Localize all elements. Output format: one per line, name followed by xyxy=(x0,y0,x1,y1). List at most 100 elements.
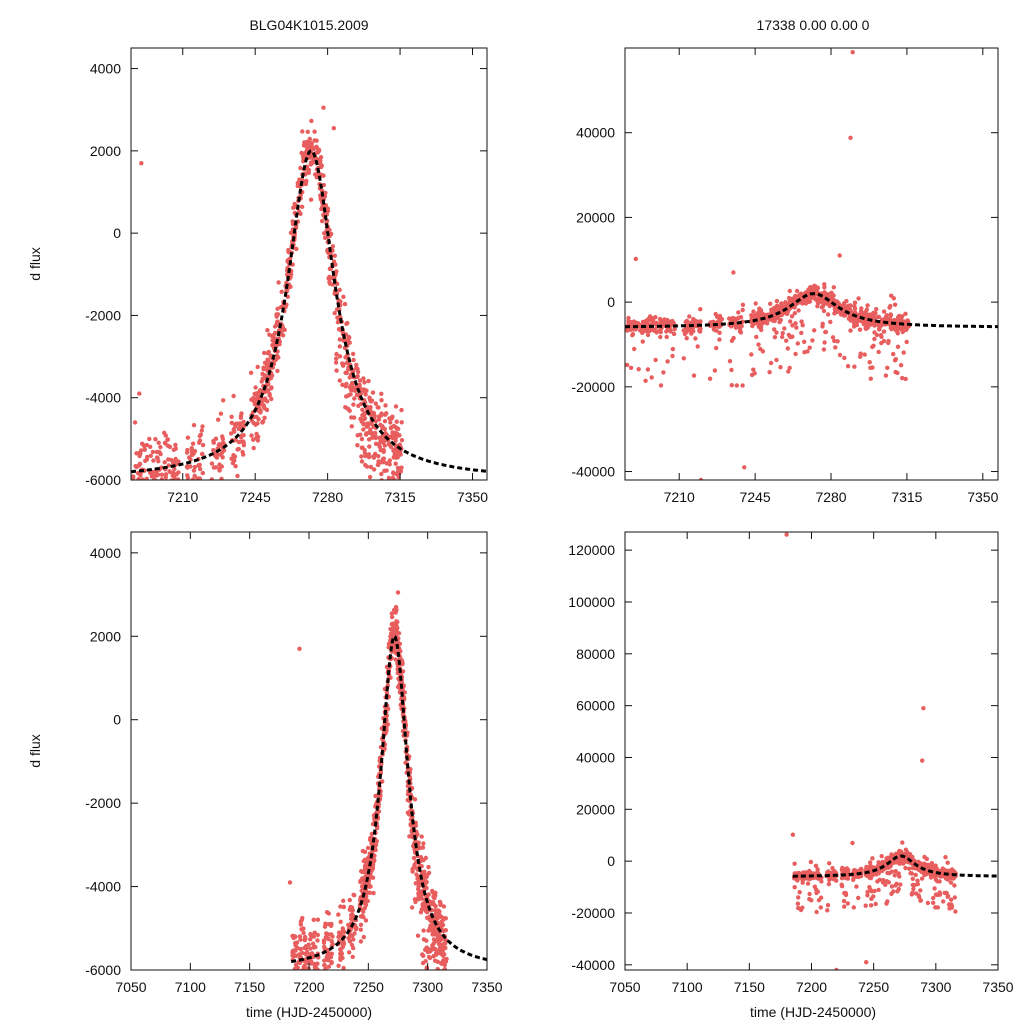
y-tick-label: 2000 xyxy=(90,143,121,159)
data-point xyxy=(868,868,873,873)
data-point xyxy=(442,962,447,968)
data-point xyxy=(375,405,380,410)
data-point xyxy=(910,854,915,860)
data-point xyxy=(211,438,216,444)
data-point xyxy=(888,312,893,317)
data-point xyxy=(229,431,234,436)
data-point xyxy=(872,315,877,320)
data-point xyxy=(693,336,698,341)
data-point xyxy=(290,953,295,958)
data-point xyxy=(217,462,222,467)
data-point xyxy=(265,364,270,369)
data-point xyxy=(811,288,816,294)
data-point xyxy=(383,431,388,436)
data-point xyxy=(269,396,274,402)
data-point xyxy=(784,338,789,343)
data-point xyxy=(643,378,648,383)
data-point xyxy=(671,331,677,337)
data-point xyxy=(868,903,874,908)
data-point xyxy=(323,967,328,970)
data-point xyxy=(879,340,884,346)
data-point xyxy=(164,481,168,485)
data-point xyxy=(159,503,163,507)
data-point xyxy=(391,455,396,460)
data-point xyxy=(393,461,398,466)
data-point xyxy=(430,1001,434,1005)
data-point xyxy=(654,330,659,335)
y-tick-label: 20000 xyxy=(576,209,615,225)
data-point xyxy=(379,398,384,403)
data-point xyxy=(163,433,168,438)
data-point xyxy=(325,974,329,978)
data-point xyxy=(432,895,437,901)
data-point xyxy=(338,933,344,938)
data-point xyxy=(830,335,836,340)
data-point xyxy=(898,363,904,368)
data-point xyxy=(165,437,171,442)
data-point xyxy=(758,324,764,330)
data-point xyxy=(845,901,850,906)
data-point xyxy=(361,858,366,864)
data-point xyxy=(809,898,814,903)
data-point xyxy=(379,411,384,416)
data-point xyxy=(172,475,177,480)
data-point xyxy=(749,372,755,378)
data-point xyxy=(370,390,376,395)
data-point xyxy=(162,460,167,465)
data-point xyxy=(395,465,401,471)
data-point xyxy=(341,929,347,935)
data-point xyxy=(792,305,797,310)
data-point xyxy=(402,690,407,695)
data-point xyxy=(795,901,801,906)
data-point xyxy=(338,971,342,975)
data-point xyxy=(424,902,429,907)
data-point xyxy=(346,334,351,340)
data-point xyxy=(853,868,858,874)
data-point xyxy=(871,322,876,327)
data-point xyxy=(221,398,226,403)
data-point xyxy=(671,320,676,326)
data-point xyxy=(823,329,828,335)
data-point xyxy=(952,883,957,888)
data-point xyxy=(945,893,951,899)
data-point xyxy=(255,438,261,443)
data-point xyxy=(948,880,954,885)
data-point xyxy=(343,345,348,351)
data-point xyxy=(301,930,306,936)
data-point xyxy=(324,931,329,936)
data-point xyxy=(340,361,345,366)
data-point xyxy=(262,415,267,420)
data-point xyxy=(948,897,954,902)
data-point xyxy=(191,423,197,428)
data-point xyxy=(893,883,898,888)
data-point xyxy=(308,162,313,167)
data-point xyxy=(952,895,957,900)
data-point xyxy=(933,892,939,897)
data-point xyxy=(310,970,314,974)
data-point xyxy=(341,898,346,903)
data-point xyxy=(151,473,157,478)
data-point xyxy=(172,466,177,472)
data-point xyxy=(881,329,887,334)
data-point xyxy=(176,470,181,475)
data-point xyxy=(137,482,141,486)
data-point xyxy=(279,289,284,294)
data-point xyxy=(653,357,658,363)
data-point xyxy=(831,870,836,875)
data-point xyxy=(299,927,304,932)
data-point xyxy=(953,909,958,914)
y-tick-label: 0 xyxy=(607,294,615,310)
data-point xyxy=(784,532,789,537)
data-point xyxy=(299,150,304,156)
data-point xyxy=(802,339,807,344)
y-tick-label: -2000 xyxy=(85,795,121,811)
data-point xyxy=(933,877,939,882)
data-point xyxy=(169,482,173,486)
data-point xyxy=(903,311,908,316)
x-tick-label: 7210 xyxy=(167,489,198,505)
data-point xyxy=(757,306,762,311)
data-point xyxy=(308,197,314,202)
data-point xyxy=(772,335,778,340)
data-point xyxy=(834,878,839,883)
data-point xyxy=(322,231,327,236)
